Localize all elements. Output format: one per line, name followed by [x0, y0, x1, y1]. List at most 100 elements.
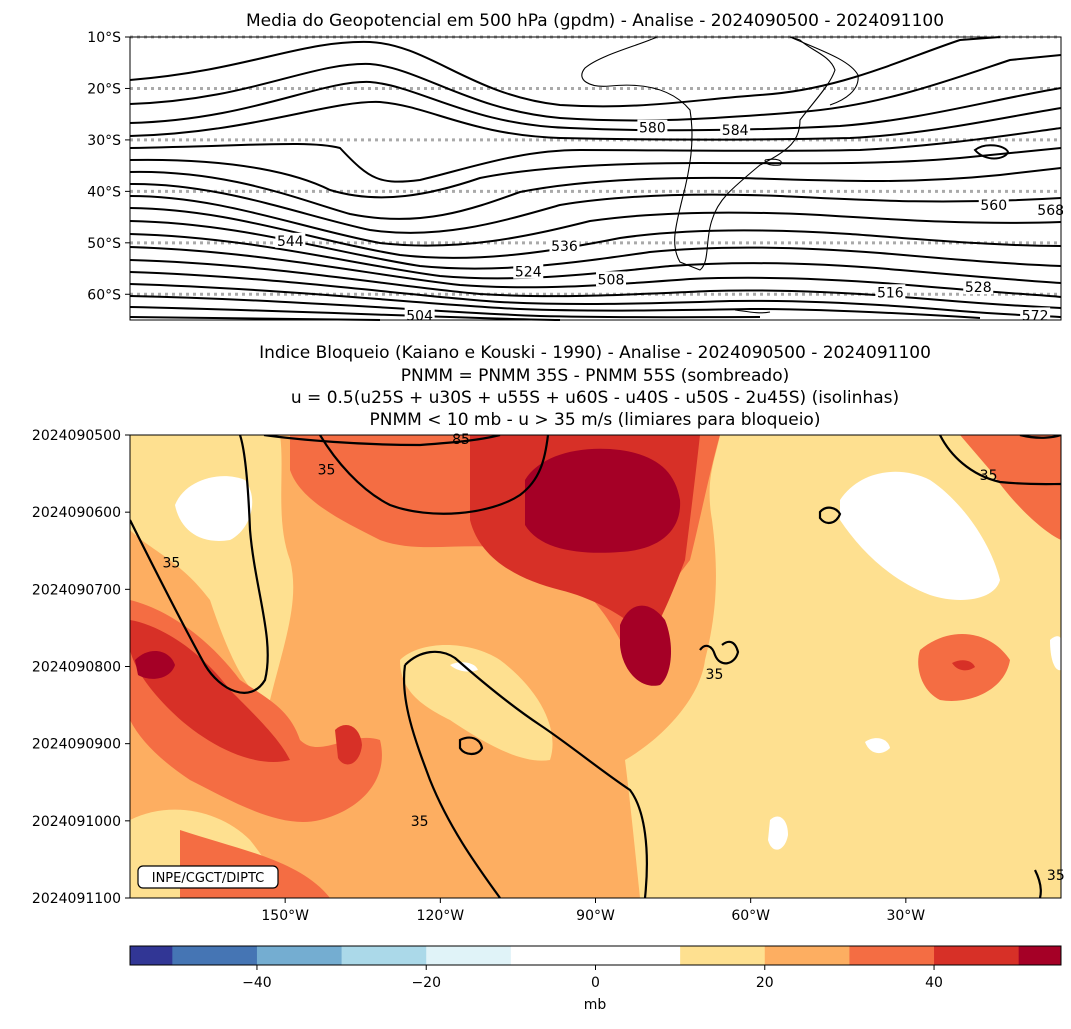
x-tick-label: 120°W	[417, 908, 465, 924]
isoline-label-bg	[596, 271, 627, 287]
colorbar-cells	[130, 946, 1062, 965]
y-tick-label: 2024090700	[32, 582, 121, 598]
colorbar-tick-label: 0	[591, 975, 600, 991]
isoline-label-bg	[637, 119, 668, 135]
y-tick-label: 10°S	[87, 30, 121, 46]
isoline-label-text: 572	[1022, 308, 1049, 324]
colorbar-cell	[426, 946, 512, 965]
colorbar-cell	[1018, 946, 1062, 965]
y-tick-label: 2024090800	[32, 660, 121, 676]
bottom-title-line-2: PNMM = PNMM 35S - PNMM 55S (sombreado)	[401, 366, 790, 386]
isoline-label-text: 584	[722, 123, 749, 139]
coastline	[581, 36, 859, 314]
colorbar-cell	[510, 946, 596, 965]
isoline-label: 580	[637, 119, 668, 137]
y-tick-label: 20°S	[87, 81, 121, 97]
isoline-label-text: 536	[551, 239, 578, 255]
colorbar-tick-label: 40	[925, 975, 943, 991]
credit-box: INPE/CGCT/DIPTC	[137, 865, 279, 889]
x-tick-label: 150°W	[261, 908, 309, 924]
colorbar-cell	[934, 946, 1020, 965]
isoline-label-text: 85	[452, 432, 470, 448]
y-tick-label: 60°S	[87, 287, 121, 303]
colorbar: −40 −20 0 20 40 mb	[129, 945, 1062, 1013]
top-panel: Media do Geopotencial em 500 hPa (gpdm) …	[87, 11, 1066, 324]
y-tick-label: 2024090500	[32, 428, 121, 444]
bottom-title-line-4: PNMM < 10 mb - u > 35 m/s (limiares para…	[370, 410, 821, 430]
isoline-label: 35	[1047, 868, 1065, 884]
isoline-label: 35	[318, 463, 336, 479]
isoline-label: 516	[875, 284, 906, 301]
bottom-panel: Indice Bloqueio (Kaiano e Kouski - 1990)…	[32, 343, 1065, 924]
colorbar-tick-label: 20	[756, 975, 774, 991]
x-tick-label: 90°W	[576, 908, 615, 924]
isoline-label-bg	[720, 122, 751, 138]
isoline-label-text: 35	[411, 814, 429, 830]
y-tick-label: 50°S	[87, 236, 121, 252]
isoline-label: 85	[452, 432, 470, 448]
bottom-x-axis: 150°W 120°W 90°W 60°W 30°W	[261, 898, 925, 924]
isoline-label-bg	[963, 279, 994, 295]
isoline-label-bg	[513, 263, 544, 279]
colorbar-label: mb	[584, 997, 607, 1013]
top-plot-area	[130, 37, 1061, 320]
isoline-label: 572	[1020, 307, 1051, 324]
isoline-label-text: 35	[162, 555, 180, 571]
x-tick-label: 30°W	[886, 908, 925, 924]
isoline-label: 35	[411, 814, 429, 830]
colorbar-ticks: −40 −20 0 20 40	[242, 965, 943, 991]
zonal-wind-isolines	[130, 435, 1061, 898]
isoline-label: 524	[513, 263, 544, 281]
y-tick-label: 2024090600	[32, 505, 121, 521]
isoline-label-text: 568	[1037, 203, 1064, 219]
x-tick-label: 60°W	[731, 908, 770, 924]
isoline-label-text: 504	[406, 308, 433, 324]
colorbar-cell	[172, 946, 258, 965]
isoline-label-bg	[875, 284, 906, 300]
isoline-label-text: 580	[639, 121, 666, 137]
colorbar-cell	[680, 946, 766, 965]
colorbar-cell	[595, 946, 681, 965]
colorbar-cell	[764, 946, 850, 965]
isoline-label-bg	[1020, 307, 1051, 323]
colorbar-cell	[256, 946, 343, 965]
isoline-label-bg	[404, 307, 435, 323]
colorbar-cell	[341, 946, 427, 965]
isoline-label-text: 560	[980, 198, 1007, 214]
top-y-axis: 10°S 20°S 30°S 40°S 50°S 60°S	[87, 30, 130, 303]
isoline-labels: 580 584 560 568 544 536 524 508 516 528 504 572	[275, 119, 1066, 324]
isoline-label: 35	[706, 667, 724, 683]
colorbar-tick-label: −40	[242, 975, 272, 991]
isoline-label-text: 508	[598, 272, 625, 288]
y-tick-label: 2024091100	[32, 891, 121, 907]
top-plot-frame	[129, 36, 1062, 321]
isoline-label-bg	[978, 196, 1009, 212]
isoline-label: 568	[1035, 201, 1066, 219]
isoline-label-text: 528	[965, 280, 992, 296]
isoline-label: 504	[404, 307, 435, 324]
isoline-label-text: 544	[277, 234, 304, 250]
isoline-label: 544	[275, 232, 306, 250]
blocking-index-field	[130, 435, 1061, 898]
isoline-label: 35	[162, 555, 180, 571]
isoline-label: 584	[720, 122, 751, 139]
colorbar-tick-label: −20	[411, 975, 441, 991]
y-tick-label: 30°S	[87, 133, 121, 149]
isoline-label-text: 35	[980, 468, 998, 484]
isoline-label-text: 35	[318, 463, 336, 479]
isoline-label-text: 516	[877, 285, 904, 301]
credit-text: INPE/CGCT/DIPTC	[152, 871, 264, 886]
isoline-label: 560	[978, 196, 1009, 214]
credit-box-frame	[137, 865, 279, 889]
colorbar-cell	[849, 946, 935, 965]
y-tick-label: 2024090900	[32, 737, 121, 753]
bottom-title-line-3: u = 0.5(u25S + u30S + u55S + u60S - u40S…	[291, 388, 899, 408]
isoline-label-bg	[275, 232, 306, 248]
isoline-label: 536	[549, 237, 580, 255]
isoline-label-text: 35	[706, 667, 724, 683]
isoline-label: 508	[596, 271, 627, 288]
isoline-label: 35	[980, 468, 998, 484]
isoline-label-bg	[1035, 201, 1066, 217]
bottom-title-line-1: Indice Bloqueio (Kaiano e Kouski - 1990)…	[259, 343, 931, 363]
